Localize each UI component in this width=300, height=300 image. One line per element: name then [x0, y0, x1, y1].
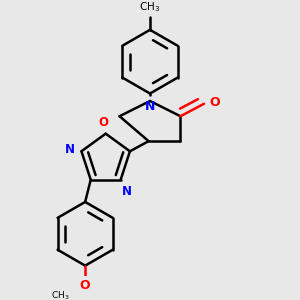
Text: N: N: [122, 185, 132, 198]
Text: O: O: [98, 116, 108, 129]
Text: N: N: [145, 100, 155, 113]
Text: CH$_3$: CH$_3$: [140, 1, 160, 14]
Text: CH$_3$: CH$_3$: [51, 289, 70, 300]
Text: N: N: [65, 143, 75, 156]
Text: O: O: [209, 96, 220, 109]
Text: O: O: [80, 280, 91, 292]
